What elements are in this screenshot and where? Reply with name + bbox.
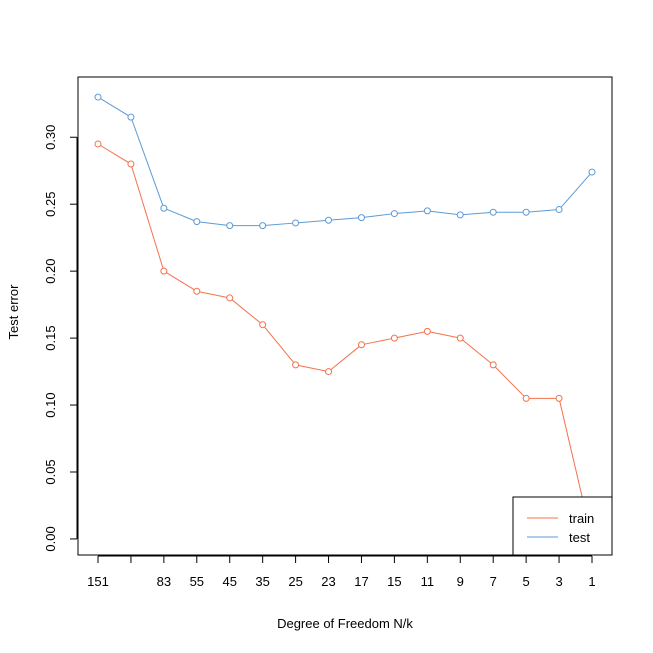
test-point (259, 222, 267, 230)
x-tick-label: 25 (288, 574, 302, 589)
test-segment (298, 220, 326, 224)
plot-frame (77, 76, 613, 556)
x-tick-label: 45 (222, 574, 236, 589)
series-layer (94, 93, 596, 543)
y-tick-label: 0.00 (43, 526, 58, 551)
train-segment (462, 339, 492, 364)
x-tick-label: 7 (490, 574, 497, 589)
legend-train-label: train (569, 511, 594, 526)
train-point (325, 368, 333, 376)
test-segment (364, 213, 392, 218)
x-tick-label: 3 (555, 574, 562, 589)
test-segment (265, 222, 293, 226)
test-point (555, 206, 563, 214)
y-tick-label: 0.20 (43, 258, 58, 283)
test-point (390, 210, 398, 218)
test-segment (529, 209, 557, 213)
series-test (94, 93, 596, 230)
test-segment (397, 210, 425, 214)
y-tick-label: 0.10 (43, 392, 58, 417)
x-tick-label: 11 (421, 574, 435, 589)
legend-box (512, 496, 613, 556)
y-axis: 0.00 0.05 0.10 0.15 0.20 0.25 0.30 (43, 125, 78, 552)
train-point (423, 327, 431, 335)
train-point (390, 334, 398, 342)
test-segment (560, 173, 591, 208)
train-segment (131, 166, 164, 269)
x-tick-label: 55 (190, 574, 204, 589)
test-segment (166, 208, 195, 221)
test-point (94, 93, 102, 101)
train-segment (298, 364, 326, 372)
train-point (357, 341, 365, 349)
train-point (226, 294, 234, 302)
train-segment (330, 346, 360, 371)
train-segment (231, 299, 261, 324)
test-point (522, 208, 530, 216)
legend-test-label: test (569, 530, 590, 545)
train-segment (199, 291, 227, 298)
test-point (588, 168, 596, 176)
test-point (292, 219, 300, 227)
x-tick-label: 83 (157, 574, 171, 589)
train-point (193, 287, 201, 295)
test-point (489, 208, 497, 216)
y-tick-label: 0.30 (43, 125, 58, 150)
test-point (127, 113, 135, 121)
train-point (259, 321, 267, 329)
x-tick-label: 35 (255, 574, 269, 589)
train-segment (100, 145, 129, 163)
test-point (456, 211, 464, 219)
train-segment (364, 338, 392, 345)
train-point (292, 361, 300, 369)
train-point (160, 267, 168, 275)
train-point (489, 361, 497, 369)
x-tick-label: 15 (387, 574, 401, 589)
test-segment (463, 211, 491, 216)
train-point (555, 394, 563, 402)
y-axis-title: Test error (6, 284, 21, 340)
test-point (226, 222, 234, 230)
y-tick-label: 0.25 (43, 192, 58, 217)
train-segment (430, 331, 458, 338)
train-point (94, 140, 102, 148)
train-segment (494, 366, 525, 397)
legend: train test (512, 496, 613, 556)
x-tick-label: 5 (523, 574, 530, 589)
train-segment (264, 326, 295, 363)
x-tick-label: 23 (321, 574, 335, 589)
train-segment (166, 272, 195, 291)
x-axis: 151 83 55 45 35 25 23 17 15 11 9 7 5 3 1 (87, 555, 596, 589)
train-segment (397, 331, 425, 338)
test-point (160, 204, 168, 212)
train-point (456, 334, 464, 342)
test-segment (100, 98, 129, 117)
x-tick-label: 17 (354, 574, 368, 589)
test-segment (430, 210, 458, 216)
test-point (325, 216, 333, 224)
x-tick-label: 151 (87, 574, 109, 589)
x-tick-label: 1 (588, 574, 595, 589)
test-segment (131, 119, 164, 206)
train-point (127, 160, 135, 168)
train-point (522, 394, 530, 402)
test-point (193, 218, 201, 226)
x-axis-title: Degree of Freedom N/k (277, 616, 413, 631)
series-train (94, 140, 596, 543)
test-segment (331, 217, 359, 221)
y-tick-label: 0.15 (43, 325, 58, 350)
y-tick-label: 0.05 (43, 459, 58, 484)
test-point (423, 207, 431, 215)
x-tick-label: 9 (457, 574, 464, 589)
test-point (357, 214, 365, 222)
test-segment (199, 221, 227, 226)
